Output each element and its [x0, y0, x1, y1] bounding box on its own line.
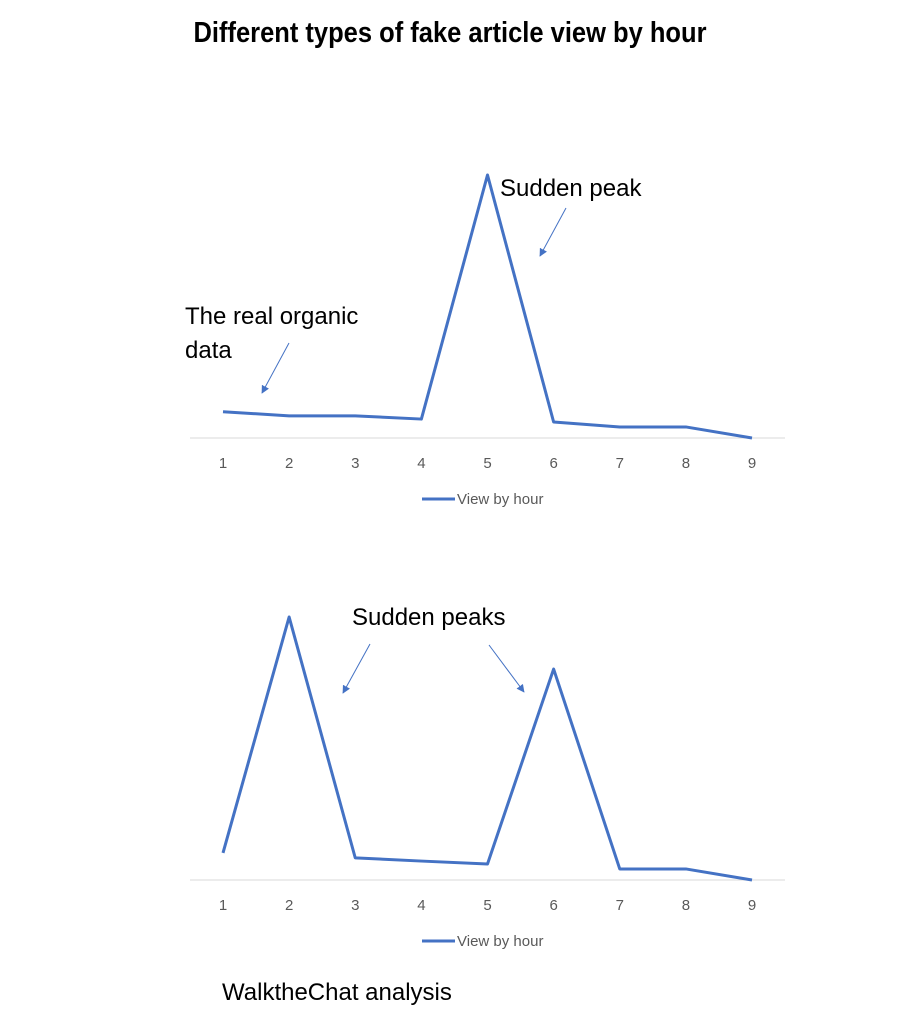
legend-label: View by hour [457, 933, 543, 950]
series-line [221, 615, 753, 882]
x-tick-label: 6 [549, 455, 557, 472]
x-tick-label: 7 [616, 455, 624, 472]
x-tick-label: 7 [616, 897, 624, 914]
series-line [222, 173, 753, 440]
annotation: The real organic [185, 303, 358, 330]
annotation: Sudden peak [500, 175, 642, 202]
x-tick-label: 1 [219, 897, 227, 914]
x-tick-label: 9 [748, 897, 756, 914]
x-tick-label: 8 [682, 455, 690, 472]
x-tick-label: 3 [351, 897, 359, 914]
x-tick-label: 9 [748, 455, 756, 472]
arrow [539, 207, 567, 257]
x-tick-label: 3 [351, 455, 359, 472]
x-tick-label: 5 [483, 455, 491, 472]
source: WalktheChat analysis [222, 979, 452, 1006]
x-tick-label: 6 [549, 897, 557, 914]
x-tick-label: 1 [219, 455, 227, 472]
x-tick-label: 5 [483, 897, 491, 914]
x-tick-label: 4 [417, 897, 425, 914]
x-tick-label: 4 [417, 455, 425, 472]
legend-label: View by hour [457, 491, 543, 508]
arrow [261, 342, 290, 394]
x-tick-label: 2 [285, 455, 293, 472]
x-tick-label: 2 [285, 897, 293, 914]
x-tick-label: 8 [682, 897, 690, 914]
title: Different types of fake article view by … [193, 15, 706, 48]
arrow [342, 643, 371, 694]
arrow [488, 644, 525, 693]
annotation: data [185, 337, 232, 364]
annotation: Sudden peaks [352, 604, 505, 631]
